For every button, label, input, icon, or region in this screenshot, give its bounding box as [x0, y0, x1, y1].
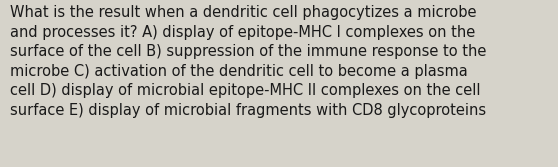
Text: What is the result when a dendritic cell phagocytizes a microbe
and processes it: What is the result when a dendritic cell… [10, 5, 487, 118]
